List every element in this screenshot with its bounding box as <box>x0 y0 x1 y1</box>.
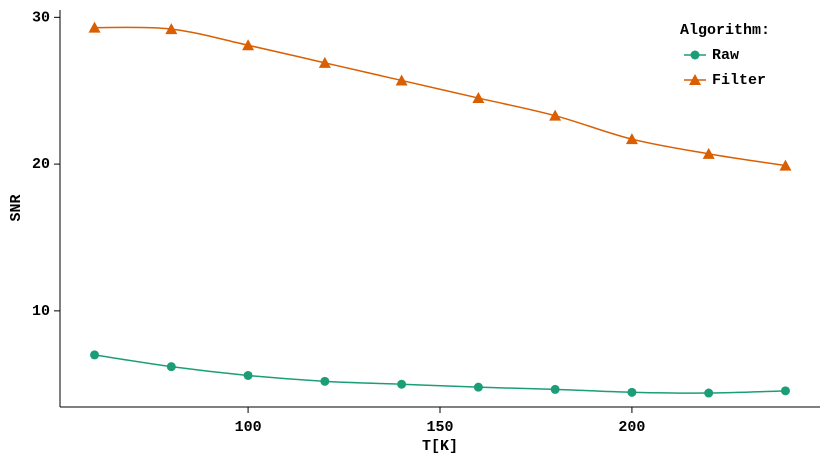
y-tick-label: 30 <box>32 9 50 26</box>
data-point <box>320 376 330 386</box>
legend-label: Raw <box>712 47 739 64</box>
data-point <box>625 133 638 145</box>
data-point <box>550 384 560 394</box>
data-point <box>549 109 562 121</box>
data-point <box>90 350 100 360</box>
data-point <box>395 74 408 86</box>
data-point <box>704 388 714 398</box>
data-point <box>780 386 790 396</box>
data-point <box>779 159 792 171</box>
series-line <box>94 354 786 394</box>
x-tick-label: 200 <box>618 419 645 436</box>
data-point <box>472 92 485 104</box>
x-tick-label: 150 <box>426 419 453 436</box>
series-line <box>94 26 786 167</box>
x-axis-title: T[K] <box>422 438 458 455</box>
y-tick-label: 20 <box>32 156 50 173</box>
data-point <box>397 379 407 389</box>
data-point <box>243 370 253 380</box>
data-point <box>689 74 701 85</box>
data-point <box>627 387 637 397</box>
y-axis-title: SNR <box>8 194 25 221</box>
data-point <box>473 382 483 392</box>
x-tick-label: 100 <box>235 419 262 436</box>
legend-title: Algorithm: <box>680 22 770 39</box>
legend-label: Filter <box>712 72 766 89</box>
data-point <box>166 362 176 372</box>
data-point <box>88 21 101 33</box>
data-point <box>318 56 331 68</box>
y-tick-label: 10 <box>32 303 50 320</box>
data-point <box>165 23 178 35</box>
data-point <box>702 147 715 159</box>
data-point <box>242 39 255 51</box>
data-point <box>690 50 700 60</box>
